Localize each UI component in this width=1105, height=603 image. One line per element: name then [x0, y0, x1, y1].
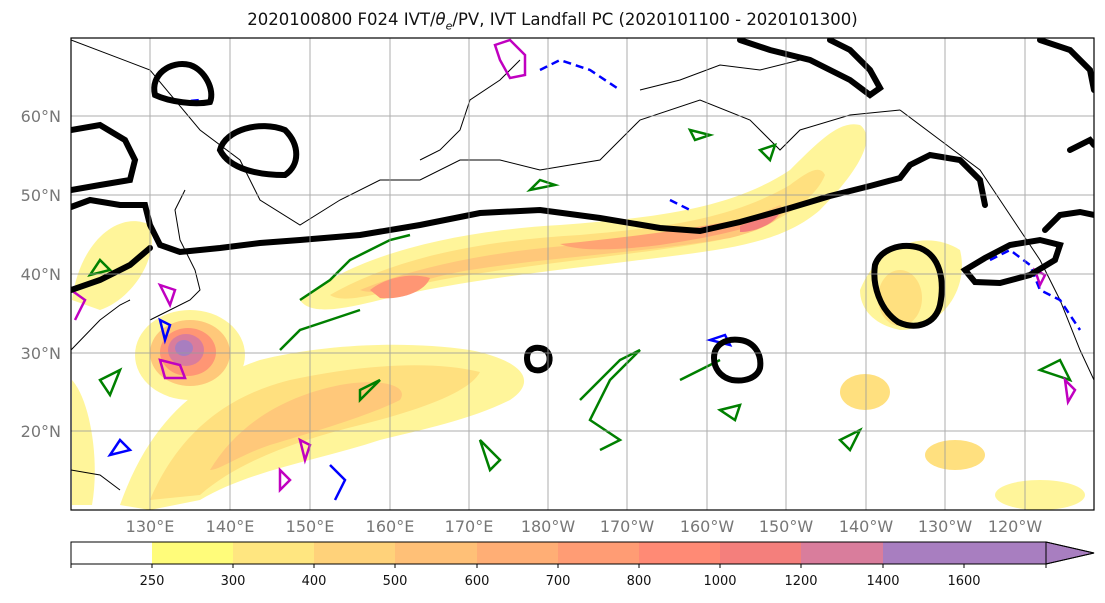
lon-label: 170°W	[600, 517, 655, 536]
lon-label: 120°W	[988, 517, 1043, 536]
colorbar-tick-label: 1600	[947, 574, 980, 589]
lon-label: 180°W	[521, 517, 576, 536]
lon-label: 130°W	[918, 517, 973, 536]
map-title: 2020100800 F024 IVT/θe/PV, IVT Landfall …	[247, 10, 858, 33]
colorbar-border	[70, 541, 1095, 565]
colorbar-tick-label: 400	[302, 574, 327, 589]
pv-magenta-contours	[71, 38, 1077, 494]
lon-label: 150°E	[286, 517, 335, 536]
colorbar-tick-label: 500	[383, 574, 408, 589]
ivt-shading	[72, 124, 1085, 510]
lat-label: 50°N	[21, 186, 61, 205]
colorbar-tick-label: 800	[627, 574, 652, 589]
lon-label: 150°W	[759, 517, 814, 536]
latitude-labels: 60°N 50°N 40°N 30°N 20°N	[21, 107, 61, 441]
ivt-landfall-pc-contours	[71, 38, 1094, 384]
longitude-labels: 130°E 140°E 150°E 160°E 170°E 180°W 170°…	[126, 517, 1043, 536]
colorbar-tick-label: 300	[221, 574, 246, 589]
lon-label: 140°E	[206, 517, 255, 536]
colorbar-segment	[558, 542, 639, 564]
lon-label: 140°W	[839, 517, 894, 536]
colorbar-extend-arrow	[1045, 541, 1095, 565]
theta-e-contours	[87, 128, 1073, 473]
colorbar-segment	[801, 542, 883, 564]
lon-label: 160°E	[366, 517, 415, 536]
colorbar-segment	[233, 542, 314, 564]
colorbar: 250 300 400 500 600 700 800 1000 1200 14…	[70, 541, 1095, 589]
lon-label: 170°E	[445, 517, 494, 536]
colorbar-segment	[477, 542, 558, 564]
colorbar-segment	[395, 542, 477, 564]
colorbar-tick-label: 1200	[784, 574, 817, 589]
colorbar-tick-label: 1400	[866, 574, 899, 589]
lat-label: 20°N	[21, 422, 61, 441]
colorbar-segment	[314, 542, 395, 564]
colorbar-segment	[720, 542, 801, 564]
gridlines	[71, 38, 1094, 510]
colorbar-tick-label: 1000	[703, 574, 736, 589]
lon-label: 130°E	[126, 517, 175, 536]
colorbar-segment	[152, 542, 233, 564]
lat-label: 60°N	[21, 107, 61, 126]
lat-label: 40°N	[21, 265, 61, 284]
colorbar-tick-label: 600	[465, 574, 490, 589]
colorbar-tick-label: 250	[140, 574, 165, 589]
colorbar-segment-top	[883, 542, 1046, 564]
lat-label: 30°N	[21, 344, 61, 363]
lon-label: 160°W	[680, 517, 735, 536]
colorbar-ticks	[70, 564, 1047, 568]
colorbar-segment	[71, 542, 152, 564]
map-border	[70, 37, 1095, 511]
colorbar-segment	[639, 542, 720, 564]
colorbar-tick-label: 700	[546, 574, 571, 589]
